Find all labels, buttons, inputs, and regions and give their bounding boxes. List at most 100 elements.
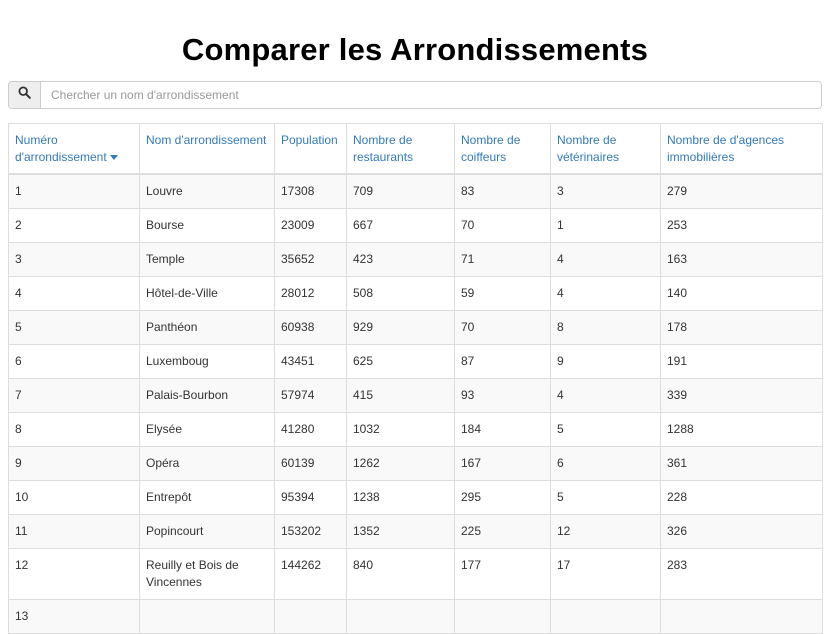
- cell-coiffeurs: 225: [454, 514, 551, 549]
- search-input[interactable]: [41, 82, 821, 108]
- table-row: 5 Panthéon 60938 929 70 8 178: [8, 310, 823, 345]
- cell-numero: 3: [8, 242, 140, 277]
- cell-numero: 10: [8, 480, 140, 515]
- cell-veterinaires: 1: [550, 208, 661, 243]
- cell-veterinaires: [550, 599, 661, 634]
- cell-numero: 1: [8, 173, 140, 209]
- cell-nom: Hôtel-de-Ville: [139, 276, 275, 311]
- cell-coiffeurs: 295: [454, 480, 551, 515]
- cell-restaurants: 1262: [346, 446, 455, 481]
- header-label: Population: [281, 133, 338, 147]
- table-body: 1 Louvre 17308 709 83 3 279 2 Bourse 23009 667 70 1 2…: [8, 173, 823, 634]
- table-header-row: Numéro d'arrondissement Nom d'arrondissem…: [8, 123, 823, 175]
- header-label: Nombre de vétérinaires: [557, 133, 620, 164]
- cell-nom: Elysée: [139, 412, 275, 447]
- cell-nom: Popincourt: [139, 514, 275, 549]
- cell-numero: 9: [8, 446, 140, 481]
- cell-agences: 178: [660, 310, 823, 345]
- cell-restaurants: 709: [346, 173, 455, 209]
- cell-agences: 279: [660, 173, 823, 209]
- cell-population: 23009: [274, 208, 347, 243]
- arrondissement-table: Numéro d'arrondissement Nom d'arrondissem…: [8, 123, 823, 634]
- cell-coiffeurs: 83: [454, 173, 551, 209]
- cell-coiffeurs: 70: [454, 208, 551, 243]
- header-agences[interactable]: Nombre de d'agences immobilières: [660, 123, 823, 175]
- cell-population: 43451: [274, 344, 347, 379]
- cell-nom: Panthéon: [139, 310, 275, 345]
- cell-veterinaires: 12: [550, 514, 661, 549]
- cell-restaurants: 1032: [346, 412, 455, 447]
- header-veterinaires[interactable]: Nombre de vétérinaires: [550, 123, 661, 175]
- cell-population: 153202: [274, 514, 347, 549]
- cell-numero: 2: [8, 208, 140, 243]
- cell-agences: [660, 599, 823, 634]
- table-row: 11 Popincourt 153202 1352 225 12 326: [8, 514, 823, 549]
- table-row: 6 Luxemboug 43451 625 87 9 191: [8, 344, 823, 379]
- header-nom[interactable]: Nom d'arrondissement: [139, 123, 275, 175]
- header-coiffeurs[interactable]: Nombre de coiffeurs: [454, 123, 551, 175]
- cell-veterinaires: 4: [550, 378, 661, 413]
- cell-coiffeurs: [454, 599, 551, 634]
- cell-nom: Palais-Bourbon: [139, 378, 275, 413]
- cell-restaurants: 1352: [346, 514, 455, 549]
- cell-agences: 228: [660, 480, 823, 515]
- search-bar: [8, 81, 822, 109]
- table-row: 13: [8, 599, 823, 634]
- table-row: 10 Entrepôt 95394 1238 295 5 228: [8, 480, 823, 515]
- cell-numero: 4: [8, 276, 140, 311]
- cell-restaurants: 625: [346, 344, 455, 379]
- cell-population: 35652: [274, 242, 347, 277]
- cell-veterinaires: 3: [550, 173, 661, 209]
- cell-nom: Temple: [139, 242, 275, 277]
- cell-nom: Louvre: [139, 173, 275, 209]
- table-row: 8 Elysée 41280 1032 184 5 1288: [8, 412, 823, 447]
- table-row: 4 Hôtel-de-Ville 28012 508 59 4 140: [8, 276, 823, 311]
- header-restaurants[interactable]: Nombre de restaurants: [346, 123, 455, 175]
- cell-nom: Reuilly et Bois de Vincennes: [139, 548, 275, 600]
- cell-veterinaires: 9: [550, 344, 661, 379]
- cell-coiffeurs: 87: [454, 344, 551, 379]
- header-label: Numéro d'arrondissement: [15, 133, 107, 164]
- page-title: Comparer les Arrondissements: [181, 32, 649, 67]
- header-population[interactable]: Population: [274, 123, 347, 175]
- cell-restaurants: 415: [346, 378, 455, 413]
- cell-veterinaires: 6: [550, 446, 661, 481]
- header-label: Nom d'arrondissement: [146, 133, 267, 147]
- cell-agences: 191: [660, 344, 823, 379]
- cell-coiffeurs: 184: [454, 412, 551, 447]
- cell-agences: 140: [660, 276, 823, 311]
- header-label: Nombre de d'agences immobilières: [667, 133, 785, 164]
- cell-numero: 6: [8, 344, 140, 379]
- cell-population: 144262: [274, 548, 347, 600]
- cell-agences: 1288: [660, 412, 823, 447]
- cell-coiffeurs: 70: [454, 310, 551, 345]
- cell-restaurants: 667: [346, 208, 455, 243]
- table-row: 2 Bourse 23009 667 70 1 253: [8, 208, 823, 243]
- cell-restaurants: 929: [346, 310, 455, 345]
- cell-population: 17308: [274, 173, 347, 209]
- cell-veterinaires: 5: [550, 412, 661, 447]
- cell-coiffeurs: 93: [454, 378, 551, 413]
- cell-restaurants: 1238: [346, 480, 455, 515]
- cell-coiffeurs: 71: [454, 242, 551, 277]
- cell-veterinaires: 8: [550, 310, 661, 345]
- cell-population: [274, 599, 347, 634]
- cell-veterinaires: 17: [550, 548, 661, 600]
- header-numero[interactable]: Numéro d'arrondissement: [8, 123, 140, 175]
- table-row: 3 Temple 35652 423 71 4 163: [8, 242, 823, 277]
- caret-down-icon: [109, 155, 118, 161]
- cell-veterinaires: 5: [550, 480, 661, 515]
- cell-population: 28012: [274, 276, 347, 311]
- cell-numero: 12: [8, 548, 140, 600]
- cell-restaurants: 508: [346, 276, 455, 311]
- cell-agences: 253: [660, 208, 823, 243]
- table-row: 7 Palais-Bourbon 57974 415 93 4 339: [8, 378, 823, 413]
- cell-population: 57974: [274, 378, 347, 413]
- cell-population: 60139: [274, 446, 347, 481]
- cell-numero: 13: [8, 599, 140, 634]
- cell-nom: Entrepôt: [139, 480, 275, 515]
- cell-nom: Luxemboug: [139, 344, 275, 379]
- cell-veterinaires: 4: [550, 242, 661, 277]
- header-label: Nombre de coiffeurs: [461, 133, 521, 164]
- search-addon: [9, 82, 41, 108]
